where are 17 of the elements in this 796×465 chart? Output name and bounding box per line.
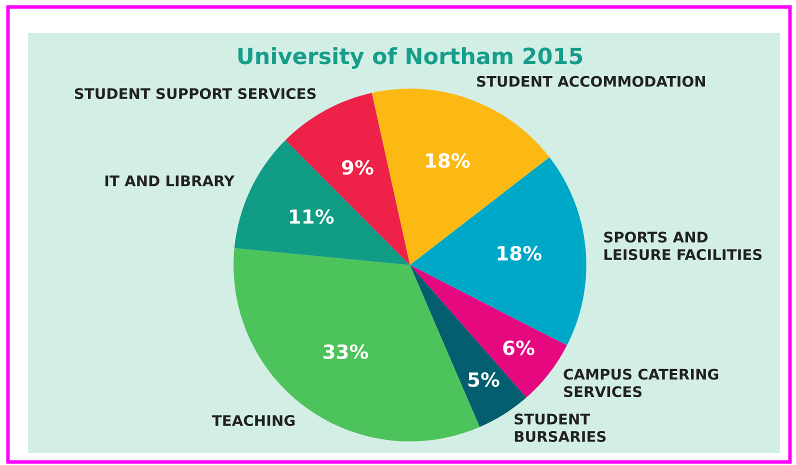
slice-label: TEACHING <box>212 415 295 426</box>
pie-slice <box>234 140 410 266</box>
data-label: 18% <box>498 246 542 261</box>
slice-label: STUDENT SUPPORT SERVICES <box>74 88 316 100</box>
data-label: 6% <box>503 340 534 356</box>
slice-label: CAMPUS CATERING SERVICES <box>564 368 718 398</box>
chart-title: University of Northam 2015 <box>238 47 582 69</box>
pie-slice <box>372 88 550 266</box>
data-label: 18% <box>426 153 470 168</box>
slice-label: IT AND LIBRARY <box>105 176 235 186</box>
data-label: 11% <box>290 209 334 224</box>
slice-label: STUDENT ACCOMMODATION <box>477 76 705 87</box>
slice-label: SPORTS AND LEISURE FACILITIES <box>604 232 762 260</box>
slice-label: STUDENT BURSARIES <box>514 414 606 442</box>
data-label: 33% <box>324 344 368 360</box>
data-label: 5% <box>468 372 500 387</box>
data-label: 9% <box>342 160 374 175</box>
